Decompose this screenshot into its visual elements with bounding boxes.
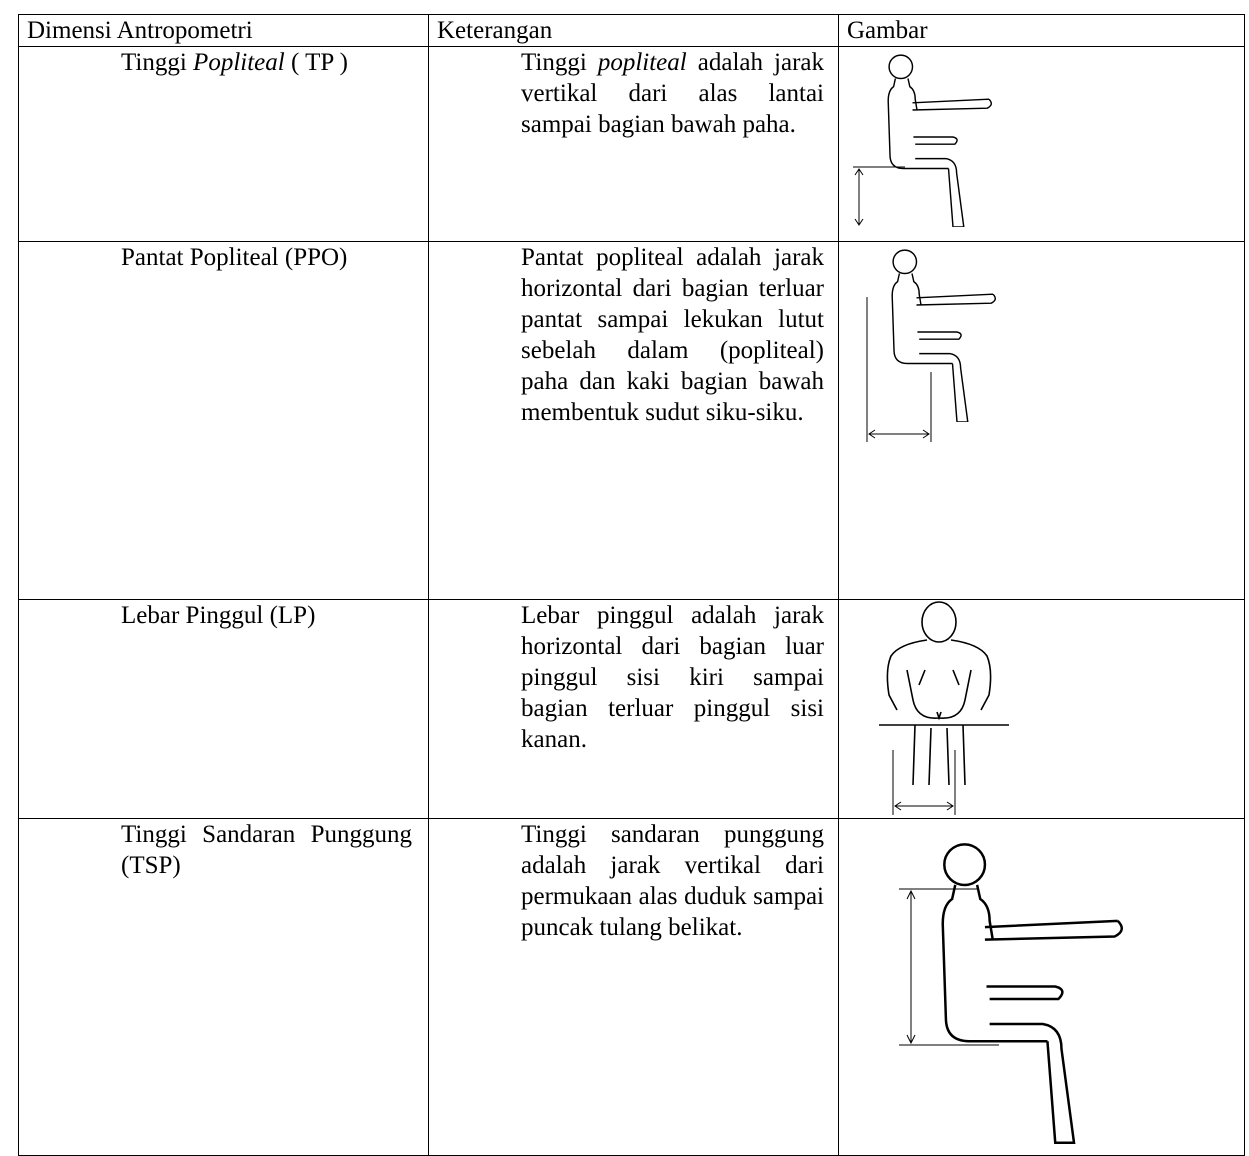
header-cell: Keterangan bbox=[428, 14, 839, 47]
description: Tinggi popliteal adalah jarak vertikal d… bbox=[521, 47, 824, 140]
figure bbox=[878, 601, 1010, 815]
dimension-cell: Lebar Pinggul (LP) bbox=[18, 599, 429, 819]
text: adalah jarak vertikal dari alas lantai s… bbox=[521, 49, 824, 138]
image-cell bbox=[838, 818, 1245, 1156]
figure bbox=[853, 54, 993, 227]
text: ( TP ) bbox=[284, 49, 348, 76]
header-cell: Dimensi Antropometri bbox=[18, 14, 429, 47]
text: Tinggi bbox=[121, 49, 194, 76]
header-text: Gambar bbox=[847, 17, 928, 44]
text: Tinggi sandaran punggung adalah jarak ve… bbox=[521, 821, 824, 941]
row: Pantat Popliteal (PPO) Pantat popliteal … bbox=[18, 241, 1245, 600]
description: Pantat popliteal adalah jarak horizontal… bbox=[521, 242, 824, 428]
dimension: Pantat Popliteal (PPO) bbox=[121, 242, 412, 273]
italic-text: Popliteal bbox=[193, 49, 285, 76]
figure bbox=[899, 842, 1124, 1145]
description-cell: Lebar pinggul adalah jarak horizontal da… bbox=[428, 599, 839, 819]
row: Lebar Pinggul (LP) Lebar pinggul adalah … bbox=[18, 599, 1245, 819]
italic-text: popliteal bbox=[597, 49, 687, 76]
anthropometry-table: Dimensi Antropometri Keterangan Gambar T… bbox=[18, 14, 1245, 1156]
text: Lebar pinggul adalah jarak horizontal da… bbox=[521, 602, 824, 753]
description: Lebar pinggul adalah jarak horizontal da… bbox=[521, 600, 824, 755]
header-text: Keterangan bbox=[437, 17, 553, 44]
dimension-cell: Tinggi Popliteal ( TP ) bbox=[18, 46, 429, 242]
description: Tinggi sandaran punggung adalah jarak ve… bbox=[521, 819, 824, 943]
row: Tinggi Popliteal ( TP ) Tinggi popliteal… bbox=[18, 46, 1245, 242]
figure bbox=[866, 249, 997, 442]
text: Lebar Pinggul (LP) bbox=[121, 602, 316, 629]
header-row: Dimensi Antropometri Keterangan Gambar bbox=[18, 14, 1245, 47]
image-cell bbox=[838, 46, 1245, 242]
text: Pantat Popliteal (PPO) bbox=[121, 244, 348, 271]
dimension-cell: Tinggi Sandaran Punggung (TSP) bbox=[18, 818, 429, 1156]
description-cell: Tinggi sandaran punggung adalah jarak ve… bbox=[428, 818, 839, 1156]
dimension: Lebar Pinggul (LP) bbox=[121, 600, 412, 631]
description-cell: Tinggi popliteal adalah jarak vertikal d… bbox=[428, 46, 839, 242]
header-text: Dimensi Antropometri bbox=[27, 17, 253, 44]
dimension-cell: Pantat Popliteal (PPO) bbox=[18, 241, 429, 600]
header-cell: Gambar bbox=[838, 14, 1245, 47]
text: Tinggi Sandaran Punggung (TSP) bbox=[121, 821, 412, 879]
text: Pantat popliteal adalah jarak horizontal… bbox=[521, 244, 824, 426]
dimension: Tinggi Sandaran Punggung (TSP) bbox=[121, 819, 412, 881]
dimension: Tinggi Popliteal ( TP ) bbox=[121, 47, 412, 78]
image-cell bbox=[838, 599, 1245, 819]
image-cell bbox=[838, 241, 1245, 600]
text: Tinggi bbox=[521, 49, 598, 76]
description-cell: Pantat popliteal adalah jarak horizontal… bbox=[428, 241, 839, 600]
row: Tinggi Sandaran Punggung (TSP) Tinggi sa… bbox=[18, 818, 1245, 1156]
